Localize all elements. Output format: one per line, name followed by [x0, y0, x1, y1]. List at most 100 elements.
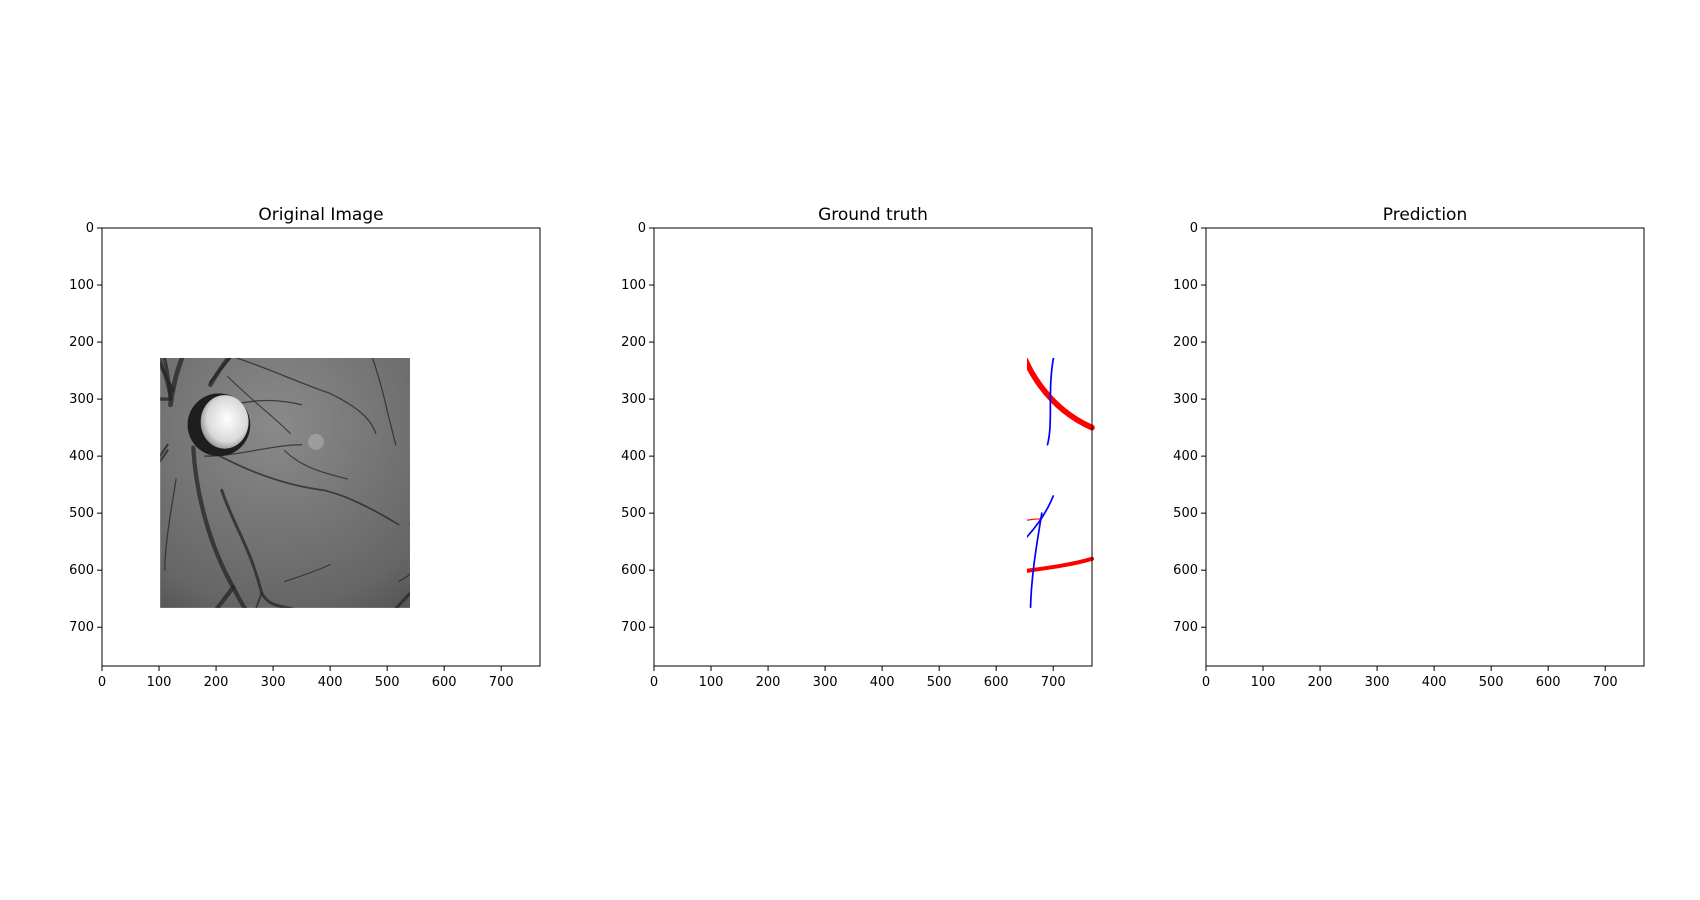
y-tick-label: 300	[621, 392, 646, 407]
x-tick-label: 0	[650, 675, 658, 690]
x-tick-label: 100	[699, 675, 724, 690]
fundus-vessel	[136, 525, 153, 582]
vein-segment	[1280, 587, 1337, 666]
x-tick-label: 500	[1479, 675, 1504, 690]
vein-segment	[1309, 445, 1406, 456]
y-tick-label: 300	[69, 392, 94, 407]
vein-segment	[1223, 622, 1263, 656]
y-tick-label: 600	[69, 563, 94, 578]
x-tick-label: 300	[813, 675, 838, 690]
artery-segment	[660, 228, 723, 399]
y-tick-label: 100	[621, 278, 646, 293]
artery-group	[654, 228, 1095, 666]
artery-segment	[774, 490, 894, 666]
vein-segment	[757, 445, 854, 456]
artery-segment	[1548, 519, 1594, 530]
vein-segment	[722, 234, 956, 405]
fundus-vessel	[478, 262, 505, 445]
fundus-vessel	[226, 375, 291, 434]
fundus-vessel	[399, 513, 490, 666]
vein-segment	[654, 450, 720, 507]
fundus-vessel	[119, 622, 159, 656]
vein-segment	[762, 291, 893, 382]
x-tick-label: 700	[1593, 675, 1618, 690]
y-tick-label: 200	[69, 335, 94, 350]
fovea-spot	[307, 433, 324, 450]
panel-1: Original Image 0 100 200 300 400 500 600 700 0 100…	[69, 205, 541, 690]
panel-title: Prediction	[1383, 205, 1467, 225]
x-tick-label: 400	[1422, 675, 1447, 690]
x-tick-label: 200	[204, 675, 229, 690]
vein-segment	[1008, 231, 1092, 314]
artery-segment	[1206, 325, 1274, 399]
vein-segment	[1446, 291, 1500, 445]
artery-segment	[654, 325, 722, 399]
x-tick-label: 500	[927, 675, 952, 690]
panel-title: Ground truth	[818, 205, 928, 225]
fundus-vessel	[113, 257, 159, 274]
fundus-vessel	[108, 456, 154, 479]
vein-segment	[1582, 262, 1609, 445]
vein-segment	[1206, 237, 1277, 391]
x-tick-label: 600	[984, 675, 1009, 690]
y-tick-label: 700	[621, 620, 646, 635]
x-tick-label: 0	[98, 675, 106, 690]
panel-image	[654, 228, 1095, 666]
vein-segment	[1206, 450, 1272, 507]
y-tick-label: 500	[1173, 506, 1198, 521]
vein-segment	[1503, 513, 1594, 666]
vein-segment	[1508, 228, 1644, 234]
vein-segment	[956, 228, 1092, 234]
y-tick-label: 400	[621, 449, 646, 464]
fundus-vessel	[444, 519, 490, 530]
x-tick-label: 100	[1251, 675, 1276, 690]
y-tick-label: 400	[1173, 449, 1198, 464]
x-tick-label: 400	[870, 675, 895, 690]
fundus-vessel	[160, 449, 169, 463]
x-tick-label: 600	[432, 675, 457, 690]
artery-group	[1206, 228, 1644, 666]
artery-segment	[774, 353, 928, 433]
mask-background	[1206, 228, 1644, 666]
artery-segment	[1446, 559, 1644, 666]
panel-title: Original Image	[258, 205, 383, 225]
optic-disc	[200, 395, 249, 449]
vein-segment	[1389, 450, 1452, 479]
vein-segment	[1274, 234, 1508, 405]
vein-group	[654, 228, 1092, 608]
fundus-vessel	[198, 443, 400, 526]
axes-frame	[1205, 227, 1645, 667]
y-tick-label: 100	[1173, 278, 1198, 293]
fundus-vessel	[214, 585, 236, 608]
vein-segment	[1560, 231, 1644, 314]
fundus-vessel	[404, 228, 540, 234]
vein-segment	[1503, 525, 1549, 582]
artery-segment	[768, 274, 825, 348]
artery-segment	[1514, 479, 1531, 525]
y-tick-label: 300	[1173, 392, 1198, 407]
vein-segment	[1046, 358, 1055, 446]
fundus-vessel	[371, 358, 397, 446]
vein-group	[1206, 228, 1644, 666]
y-tick-label: 0	[86, 221, 94, 236]
x-tick-label: 500	[375, 675, 400, 690]
mask-background	[1026, 358, 1092, 608]
fundus-vessel	[245, 274, 274, 308]
fundus-vessel	[255, 592, 263, 608]
fundus-vessel	[397, 573, 410, 583]
fundus-vessel	[164, 478, 177, 571]
artery-segment	[1320, 274, 1377, 348]
y-tick-label: 600	[1173, 563, 1198, 578]
vein-segment	[1337, 401, 1405, 405]
y-tick-label: 700	[1173, 620, 1198, 635]
y-tick-label: 100	[69, 278, 94, 293]
artery-segment	[654, 445, 720, 553]
artery-segment	[1026, 556, 1094, 573]
artery-segment	[1314, 244, 1644, 427]
vein-segment	[665, 257, 711, 274]
fundus-vessel	[160, 358, 173, 401]
y-tick-label: 200	[1173, 335, 1198, 350]
artery-segment	[791, 593, 814, 666]
y-tick-label: 400	[69, 449, 94, 464]
